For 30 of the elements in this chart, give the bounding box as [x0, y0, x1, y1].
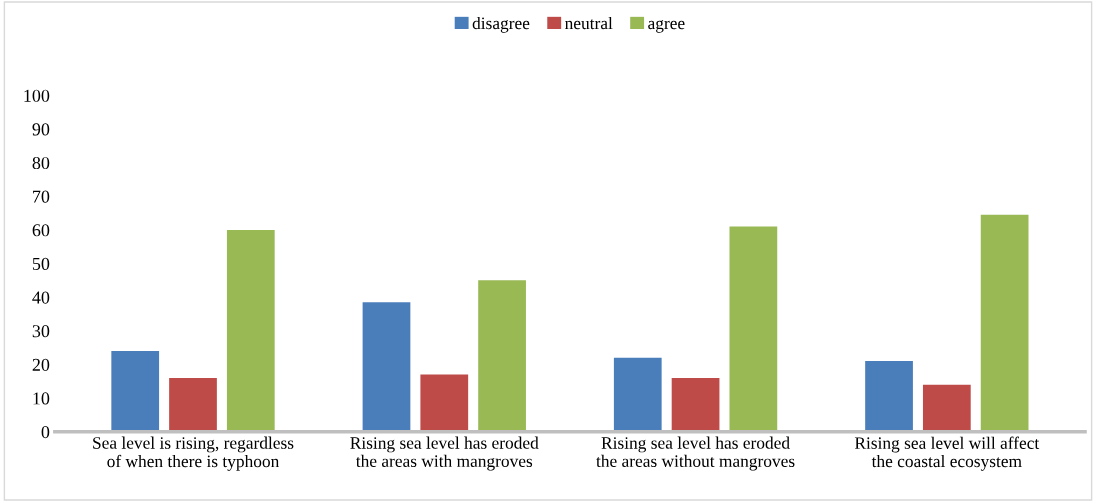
legend-label: neutral — [565, 16, 613, 30]
bar — [980, 214, 1029, 432]
y-tick-label: 90 — [32, 123, 50, 136]
legend-label: agree — [648, 20, 685, 33]
y-tick-label: 30 — [32, 325, 50, 338]
x-tick-label: Rising sea level will affect the coastal ecosystem — [854, 436, 1040, 471]
bar — [865, 361, 913, 432]
y-tick-label: 80 — [32, 156, 50, 170]
y-tick-label: 0 — [41, 425, 50, 439]
y-tick-label: 50 — [32, 257, 50, 270]
bar — [729, 226, 778, 432]
bar — [613, 357, 662, 432]
bar — [226, 229, 275, 432]
y-tick-label: 100 — [24, 89, 50, 102]
bar — [420, 374, 469, 432]
y-tick-label: 40 — [32, 291, 50, 304]
y-tick-label: 70 — [33, 190, 50, 203]
bar — [671, 377, 720, 432]
legend-label: disagree — [472, 16, 530, 33]
bar — [111, 351, 160, 432]
y-tick-label: 20 — [32, 358, 50, 371]
bar — [922, 384, 971, 432]
bar — [169, 377, 217, 432]
x-tick-label: Sea level is rising, regardless of when there is typhoon — [93, 436, 294, 471]
y-tick-label: 60 — [32, 224, 50, 237]
x-tick-label: Rising sea level has eroded the areas without mangroves — [596, 436, 795, 471]
x-tick-label: Rising sea level has eroded the areas with mangroves — [350, 436, 539, 471]
y-tick-label: 10 — [33, 392, 50, 405]
bar — [478, 280, 526, 432]
bar — [362, 302, 411, 432]
